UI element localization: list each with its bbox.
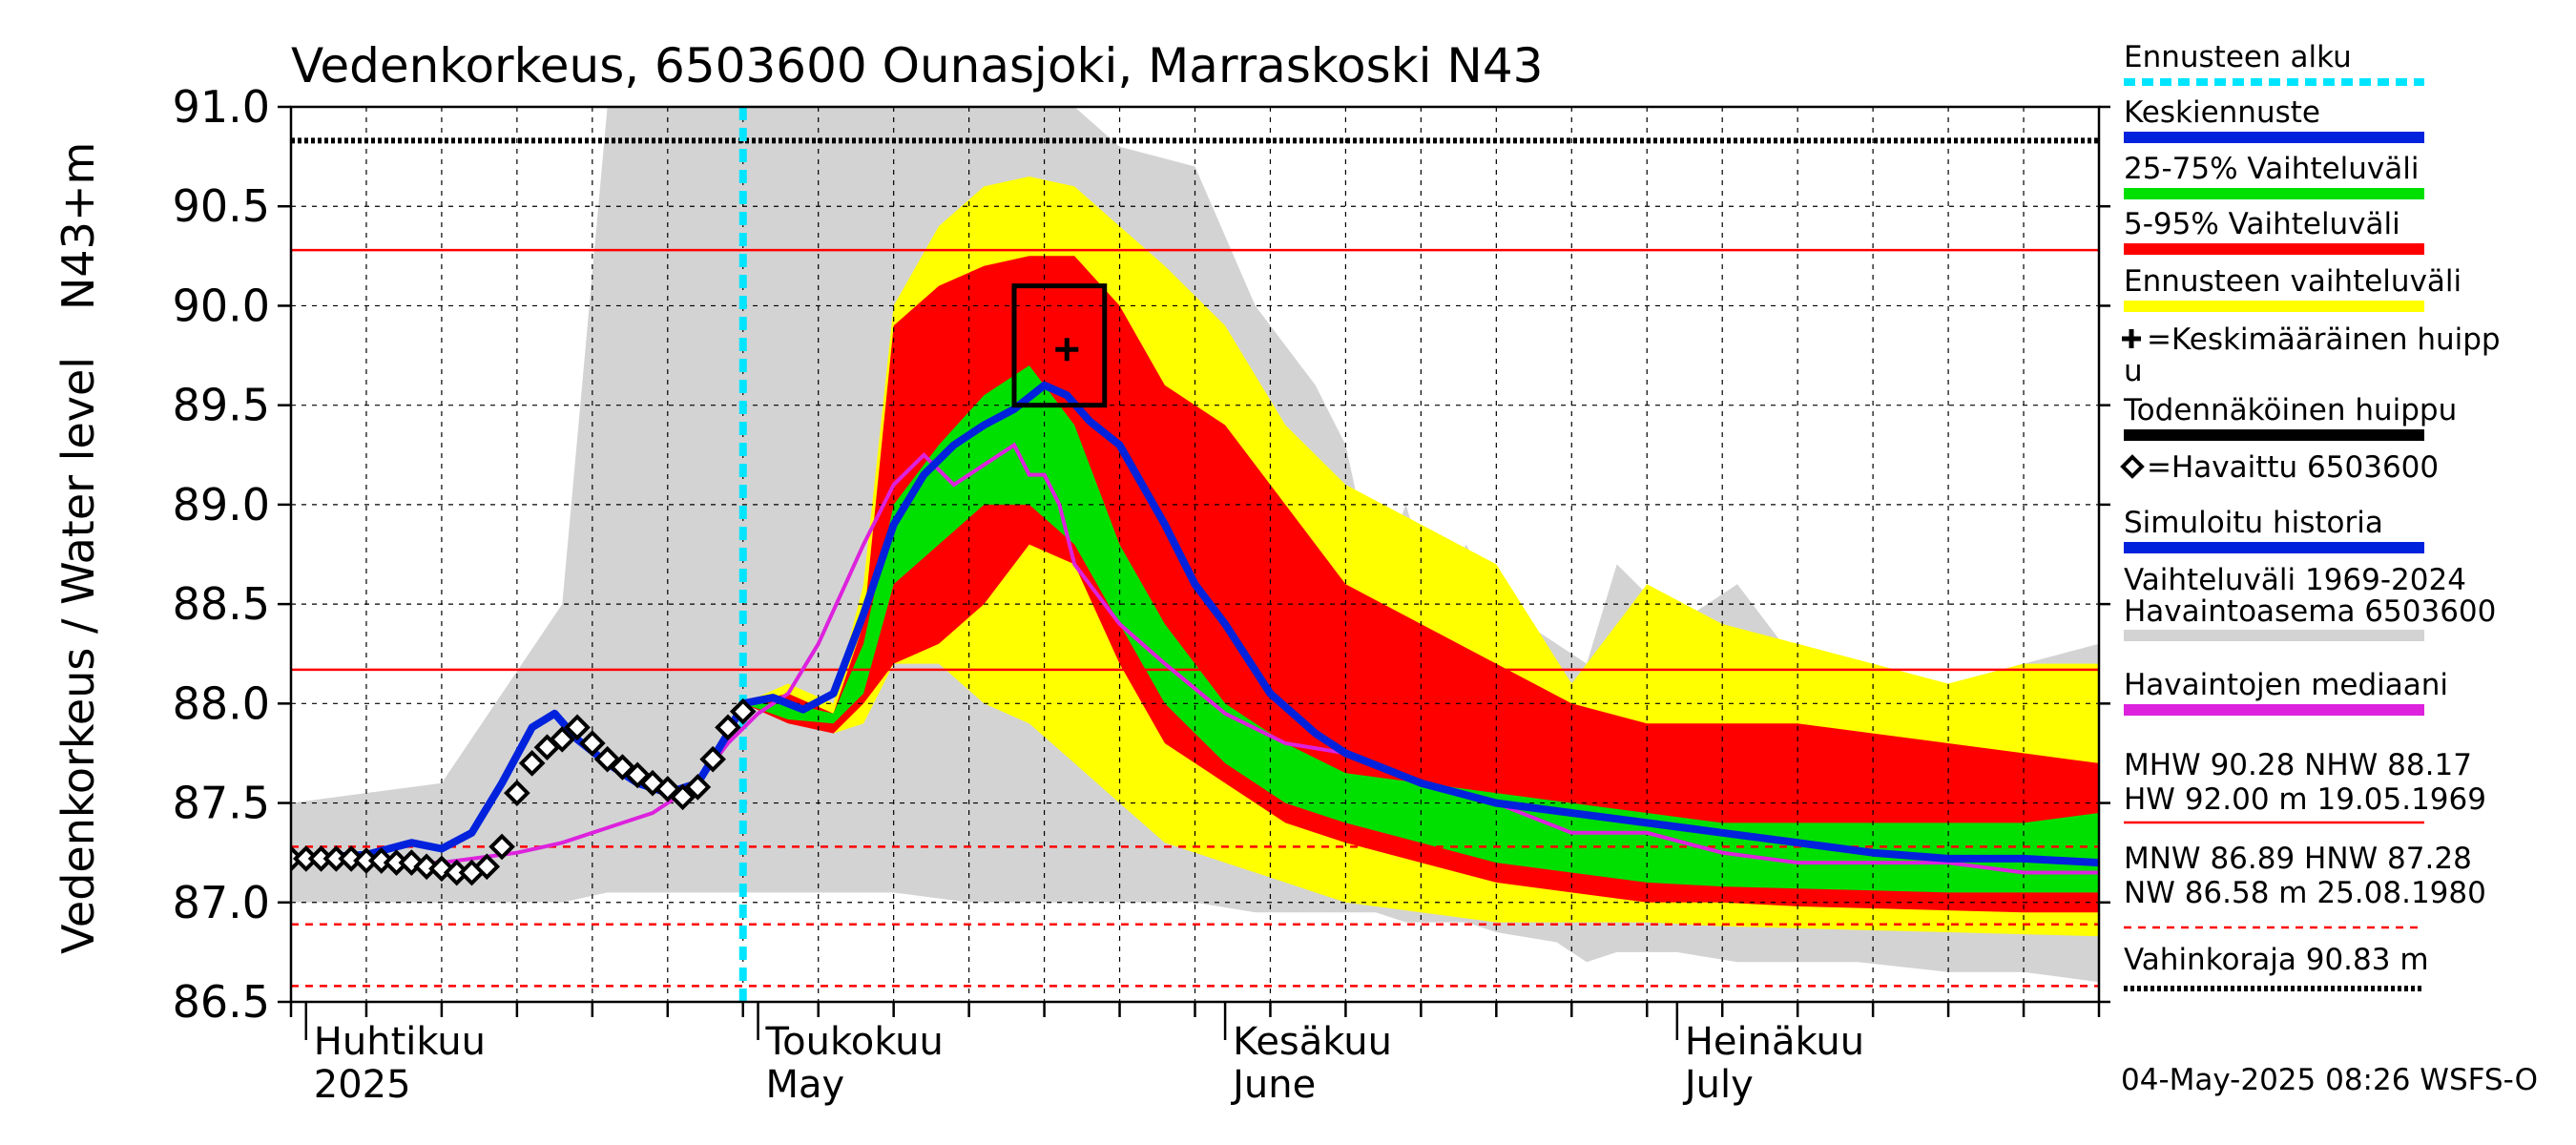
observed-point	[504, 780, 530, 806]
x-month-sublabel: June	[1230, 1063, 1316, 1107]
observed-point	[669, 783, 696, 811]
range-25-75-band	[742, 365, 2099, 893]
range-5-95-band	[742, 256, 2099, 913]
legend-stat-line2: HW 92.00 m 19.05.1969	[2124, 782, 2486, 817]
range-bands	[291, 107, 2099, 983]
observed-point	[413, 853, 440, 881]
observed-point	[715, 714, 741, 741]
y-tick-label: 89.5	[173, 380, 270, 431]
y-tick-label: 91.0	[173, 81, 270, 133]
legend-stat-line2: NW 86.58 m 25.08.1980	[2124, 876, 2486, 910]
observed-point	[593, 745, 621, 773]
observed-point	[518, 750, 546, 777]
legend-stat-line1: MHW 90.28 NHW 88.17	[2124, 748, 2472, 782]
legend-label-cont: Havaintoasema 6503600	[2124, 594, 2496, 629]
legend-plus-icon	[2122, 329, 2141, 348]
legend-label: Ennusteen vaihteluväli	[2124, 264, 2462, 299]
x-month-sublabel: July	[1682, 1063, 1754, 1107]
legend-label: 25-75% Vaihteluväli	[2124, 152, 2420, 186]
probable-peak-box	[1011, 283, 1108, 408]
y-tick-label: 89.0	[173, 479, 270, 531]
series	[291, 107, 2099, 1002]
legend-label: Vaihteluväli 1969-2024	[2124, 563, 2466, 597]
y-tick-label: 90.0	[173, 280, 270, 331]
legend-stat-line1: MNW 86.89 HNW 87.28	[2124, 842, 2472, 876]
observed-point	[609, 754, 636, 781]
legend-label: =Keskimääräinen huipp	[2147, 323, 2501, 357]
legend-label: Havaintojen mediaani	[2124, 668, 2448, 702]
x-month-sublabel: May	[766, 1063, 845, 1107]
y-tick-label: 88.0	[173, 677, 270, 729]
observed-point	[699, 745, 726, 773]
chart-title: Vedenkorkeus, 6503600 Ounasjoki, Marrask…	[291, 38, 1543, 94]
x-month-sublabel: 2025	[314, 1063, 411, 1107]
y-axis-label: Vedenkorkeus / Water level	[52, 357, 104, 954]
y-tick-label: 87.0	[173, 877, 270, 928]
observed-point	[729, 697, 757, 725]
footer-timestamp: 04-May-2025 08:26 WSFS-O	[2121, 1063, 2538, 1097]
observed-point	[549, 726, 576, 753]
mean-forecast-line	[291, 381, 2099, 867]
legend-label: 5-95% Vaihteluväli	[2124, 207, 2400, 241]
observed-point	[564, 714, 591, 741]
y-tick-label: 90.5	[173, 180, 270, 232]
axes: 86.5 87.0 87.5 88.0 88.5 89.0 89.5 90.0 90.5 91.0…	[173, 81, 2110, 1107]
legend-label: Todennäköinen huippu	[2123, 393, 2457, 427]
y-axis-unit: N43+m	[52, 142, 104, 310]
y-tick-label: 87.5	[173, 778, 270, 829]
legend-label: Keskiennuste	[2124, 95, 2320, 130]
observed-point	[684, 774, 712, 801]
x-month-label: Toukokuu	[765, 1020, 944, 1064]
observed-point	[428, 855, 455, 883]
reference-lines	[291, 137, 2099, 988]
observed-point	[488, 833, 515, 861]
median-line	[291, 442, 2099, 875]
legend: Ennusteen alku Keskiennuste 25-75% Vaihtel…	[2120, 40, 2501, 991]
legend-diamond-icon	[2120, 454, 2145, 479]
x-month-label: Heinäkuu	[1685, 1020, 1864, 1064]
x-month-label: Kesäkuu	[1233, 1020, 1392, 1064]
y-tick-label: 88.5	[173, 578, 270, 630]
legend-label: Simuloitu historia	[2124, 506, 2383, 540]
observed-point	[338, 845, 364, 872]
legend-label-cont: u	[2124, 354, 2143, 388]
x-month-label: Huhtikuu	[314, 1020, 486, 1064]
legend-label: =Havaittu 6503600	[2147, 450, 2439, 485]
legend-label: Ennusteen alku	[2124, 40, 2352, 74]
legend-vahinkoraja-label: Vahinkoraja 90.83 m	[2124, 943, 2429, 977]
observed-point	[473, 853, 501, 881]
y-tick-label: 86.5	[173, 976, 270, 1028]
observed-point	[579, 730, 606, 757]
mean-peak-marker	[1055, 338, 1079, 362]
